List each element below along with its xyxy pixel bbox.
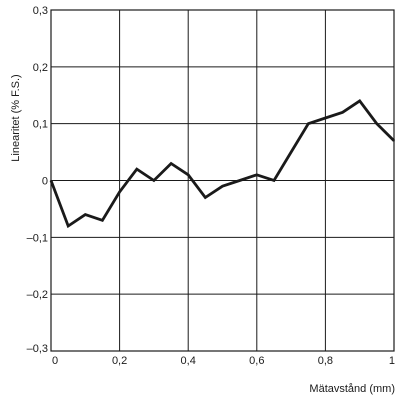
data-point-4: [118, 191, 121, 193]
x-tick-label: 0,6: [249, 355, 264, 367]
series-layer: [49, 99, 395, 229]
data-point-14: [290, 151, 292, 153]
y-axis-label: Linearitet (% F.S.): [10, 74, 22, 161]
data-point-19: [376, 122, 378, 125]
data-point-12: [255, 174, 258, 176]
x-tick-label: 1: [389, 355, 395, 367]
grid: [50, 9, 395, 352]
x-tick-label: 0,2: [112, 355, 127, 367]
data-point-5: [135, 168, 138, 170]
y-tick-label: 0: [42, 176, 48, 188]
series-line-0: [49, 99, 395, 229]
y-tick-label: 0,3: [33, 5, 48, 17]
data-point-1: [67, 225, 69, 227]
data-point-13: [273, 179, 275, 182]
y-tick-label: –0,1: [27, 232, 48, 244]
y-tick-labels: 0,3 0,2 0,1 0 –0,1 –0,2 –0,3: [27, 5, 48, 355]
data-point-16: [324, 117, 327, 119]
x-axis-label: Mätavstånd (mm): [309, 383, 395, 395]
x-tick-label: 0,4: [181, 355, 196, 367]
data-point-6: [153, 179, 155, 182]
data-point-3: [101, 219, 104, 222]
data-point-15: [307, 122, 310, 125]
x-tick-label: 0,8: [318, 355, 333, 367]
x-tick-labels: 0 0,2 0,4 0,6 0,8 1: [52, 355, 395, 367]
data-point-9: [204, 196, 207, 199]
data-point-0: [50, 179, 52, 182]
data-point-17: [341, 111, 344, 114]
y-tick-label: 0,2: [33, 62, 48, 74]
x-tick-label: 0: [52, 355, 58, 367]
data-point-7: [170, 162, 172, 165]
y-tick-label: 0,1: [33, 119, 48, 131]
y-tick-label: –0,2: [27, 289, 48, 301]
data-point-18: [358, 100, 361, 102]
data-point-10: [221, 185, 224, 187]
data-point-11: [238, 179, 241, 182]
data-point-2: [84, 213, 87, 216]
data-point-20: [393, 139, 395, 142]
data-point-8: [187, 174, 189, 176]
y-tick-label: –0,3: [27, 343, 48, 355]
